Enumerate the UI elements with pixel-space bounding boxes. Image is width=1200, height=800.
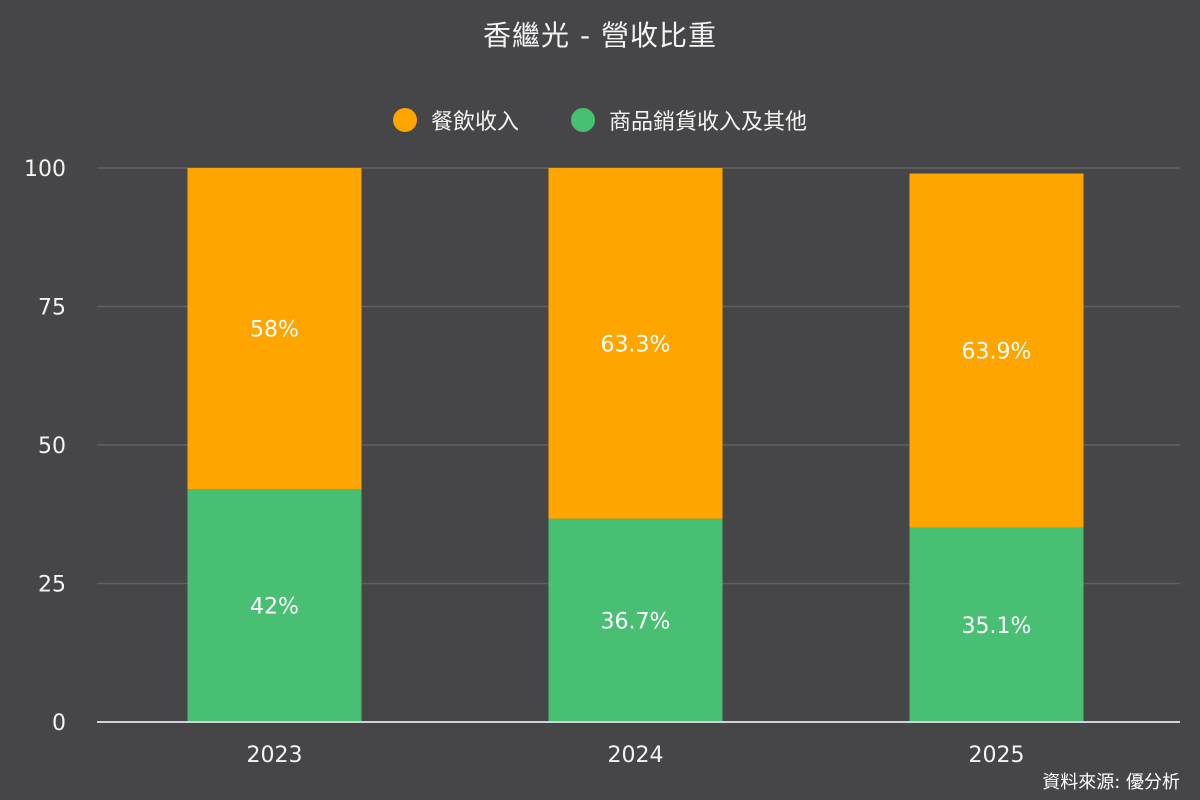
x-tick-label: 2025 [969, 743, 1025, 768]
legend-item-merchandise[interactable]: 商品銷貨收入及其他 [571, 104, 807, 136]
chart-title: 香繼光 - 營收比重 [483, 19, 717, 52]
chart-legend: 餐飲收入 商品銷貨收入及其他 [0, 104, 1200, 136]
legend-swatch-dining [392, 108, 417, 132]
legend-item-dining[interactable]: 餐飲收入 [392, 104, 519, 136]
bar-segment [187, 489, 362, 722]
bar-data-label: 63.3% [601, 332, 671, 357]
bar-segment [187, 168, 362, 490]
legend-label-merchandise: 商品銷貨收入及其他 [609, 110, 808, 135]
y-tick-label: 100 [24, 157, 66, 182]
bar-data-label: 36.7% [601, 609, 671, 634]
legend-label-dining: 餐飲收入 [430, 110, 519, 135]
y-tick-label: 0 [52, 711, 66, 736]
bar-data-label: 42% [250, 595, 299, 620]
bar-segment [909, 173, 1084, 528]
bar-data-label: 58% [250, 318, 299, 343]
x-tick-label: 2023 [247, 743, 303, 768]
bar-segment [548, 168, 723, 519]
y-tick-label: 50 [38, 434, 66, 459]
bar-segment [909, 527, 1084, 722]
y-tick-label: 75 [38, 296, 66, 321]
bar-segment [548, 518, 723, 722]
legend-swatch-merchandise [571, 108, 595, 132]
bar-data-label: 63.9% [962, 340, 1032, 365]
bar-data-label: 35.1% [962, 614, 1032, 639]
source-note: 資料來源: 優分析 [1042, 772, 1180, 793]
x-tick-label: 2024 [608, 743, 664, 768]
y-tick-label: 25 [38, 573, 66, 598]
